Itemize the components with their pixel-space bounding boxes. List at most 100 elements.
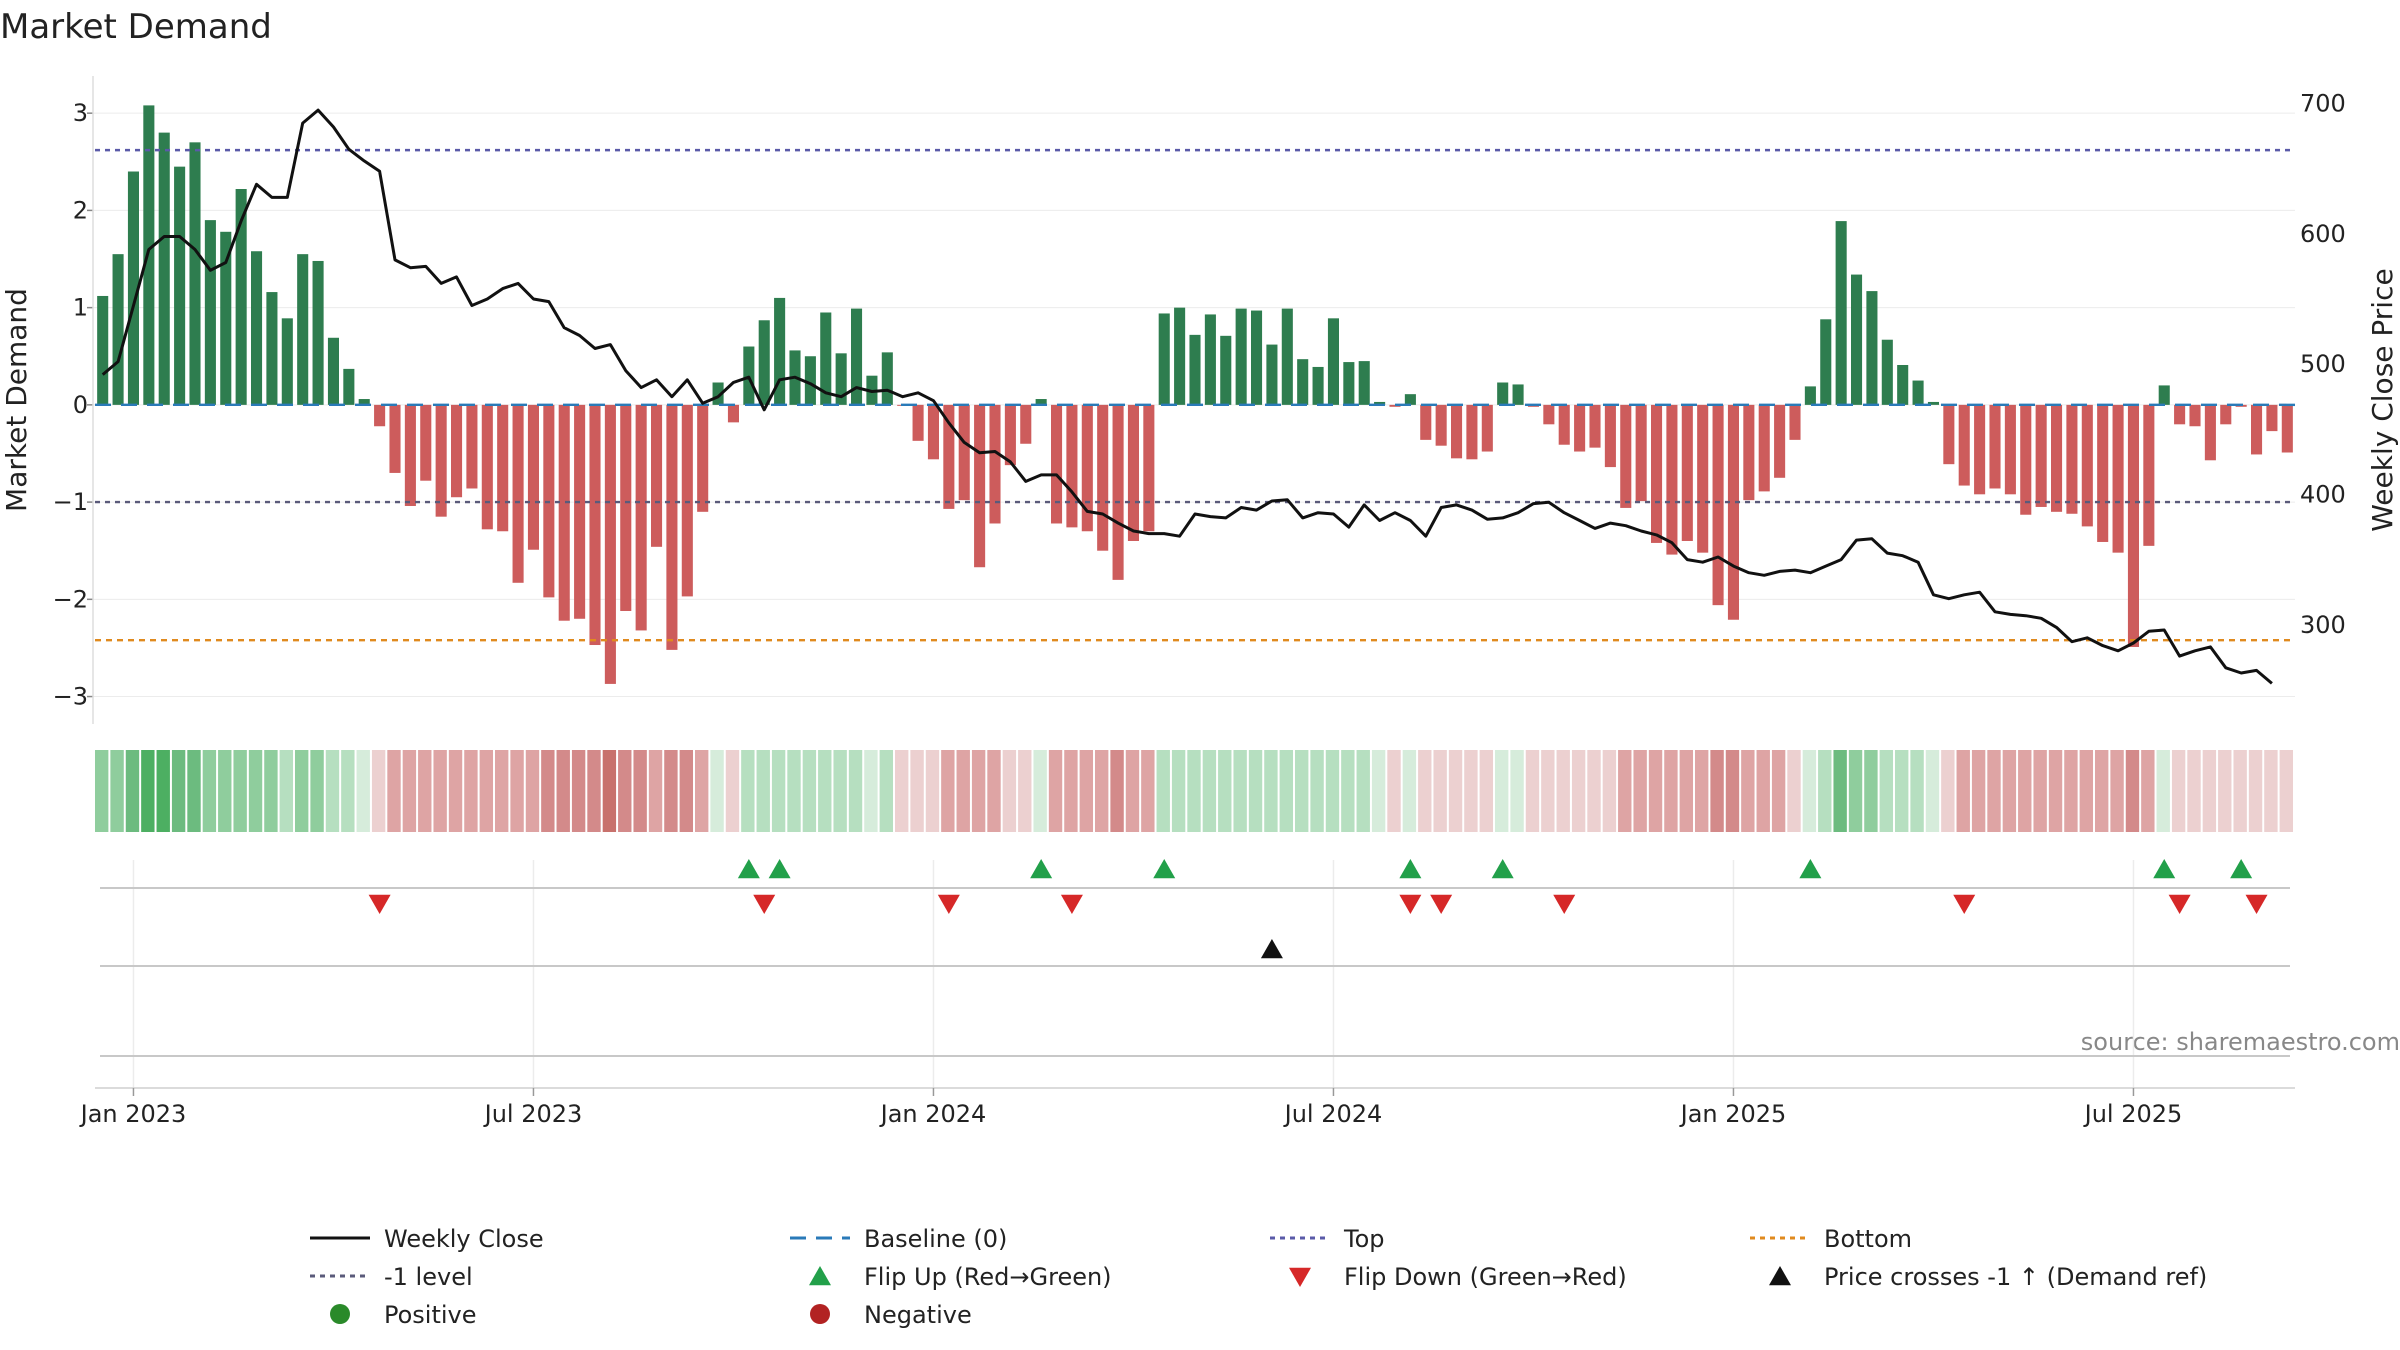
event-panels: [95, 859, 2295, 1089]
demand-bar: [204, 220, 216, 405]
state-cell: [433, 750, 447, 832]
reference-lines: [95, 148, 2295, 642]
state-cell: [2248, 750, 2263, 832]
demand-bar: [2174, 404, 2186, 425]
demand-bar: [989, 404, 1001, 524]
demand-bar: [558, 404, 570, 621]
demand-bar: [174, 166, 186, 405]
demand-bar: [1404, 394, 1416, 405]
state-cell: [602, 750, 617, 832]
demand-bar: [2035, 404, 2047, 507]
demand-bar: [466, 404, 478, 489]
x-tick-label: Jan 2024: [879, 1100, 987, 1128]
y2-tick-label: 400: [2300, 480, 2346, 508]
state-cell: [1218, 750, 1232, 832]
state-cell: [1710, 750, 1724, 832]
demand-bar: [1127, 404, 1139, 541]
y-axis-label: Market Demand: [0, 288, 33, 512]
demand-bar: [327, 337, 339, 405]
flip-down-marker: [1430, 894, 1453, 914]
demand-bar: [1512, 384, 1524, 405]
state-cell: [356, 750, 370, 832]
demand-bar: [512, 404, 524, 583]
demand-bar: [158, 132, 170, 405]
state-cell: [1833, 750, 1847, 832]
state-cell: [233, 750, 247, 832]
demand-bar: [1189, 334, 1201, 405]
demand-bar: [2281, 404, 2293, 453]
state-cell: [1956, 750, 1970, 832]
demand-bar: [1789, 404, 1801, 440]
state-cell: [248, 750, 263, 832]
state-cell: [1756, 750, 1770, 832]
state-cell: [418, 750, 432, 832]
flip-up-marker: [1030, 859, 1053, 879]
state-cell: [971, 750, 986, 832]
y-tick-label: 3: [73, 99, 88, 127]
state-cell: [1695, 750, 1709, 832]
state-cell: [587, 750, 601, 832]
state-cell: [2125, 750, 2140, 832]
state-cell: [171, 750, 186, 832]
state-cell: [1618, 750, 1632, 832]
flip-down-marker: [1060, 894, 1083, 914]
demand-bar: [389, 404, 401, 473]
demand-bar: [2112, 404, 2124, 553]
demand-bar: [804, 356, 816, 405]
state-strip: [95, 750, 2293, 832]
state-cell: [1433, 750, 1447, 832]
state-cell: [1648, 750, 1663, 832]
demand-bar: [1251, 310, 1263, 405]
demand-bar: [97, 295, 109, 405]
x-tick-label: Jul 2024: [1283, 1100, 1383, 1128]
state-cell: [1295, 750, 1309, 832]
demand-bar: [374, 404, 386, 427]
state-cell: [879, 750, 893, 832]
legend-item: Baseline (0): [790, 1225, 1007, 1253]
demand-bar: [435, 404, 447, 517]
demand-bar: [1543, 404, 1555, 425]
flip-up-marker: [1399, 859, 1422, 879]
state-cell: [1510, 750, 1524, 832]
demand-bar: [497, 404, 509, 532]
state-cell: [618, 750, 632, 832]
state-cell: [725, 750, 740, 832]
demand-bar: [620, 404, 632, 611]
state-cell: [495, 750, 509, 832]
demand-bar: [1666, 404, 1678, 555]
demand-bar: [2251, 404, 2263, 455]
state-cell: [2141, 750, 2155, 832]
demand-bar: [1620, 404, 1632, 508]
state-cell: [110, 750, 124, 832]
legend-label: Negative: [864, 1301, 972, 1329]
demand-bar: [1451, 404, 1463, 459]
state-cell: [710, 750, 724, 832]
demand-bar: [1020, 404, 1032, 444]
demand-bar: [1466, 404, 1478, 460]
demand-bar: [574, 404, 586, 619]
demand-bar: [481, 404, 493, 530]
demand-bar: [2266, 404, 2278, 432]
legend-label: Positive: [384, 1301, 477, 1329]
state-cell: [1141, 750, 1155, 832]
state-cell: [2264, 750, 2278, 832]
demand-bar: [2143, 404, 2155, 546]
demand-bar: [1974, 404, 1986, 495]
demand-bar: [851, 308, 863, 405]
demand-bar: [697, 404, 709, 512]
demand-bar: [1435, 404, 1447, 446]
demand-bar: [343, 368, 355, 405]
state-cell: [1848, 750, 1863, 832]
state-cell: [556, 750, 570, 832]
state-cell: [2187, 750, 2201, 832]
state-cell: [1741, 750, 1755, 832]
demand-bar: [743, 346, 755, 405]
demand-bar: [666, 404, 678, 650]
y-tick-label: 0: [73, 391, 88, 419]
legend-item: Positive: [330, 1301, 477, 1329]
demand-bar: [1281, 308, 1293, 405]
state-cell: [1602, 750, 1617, 832]
demand-bar: [1235, 308, 1247, 405]
demand-bar: [758, 320, 770, 405]
